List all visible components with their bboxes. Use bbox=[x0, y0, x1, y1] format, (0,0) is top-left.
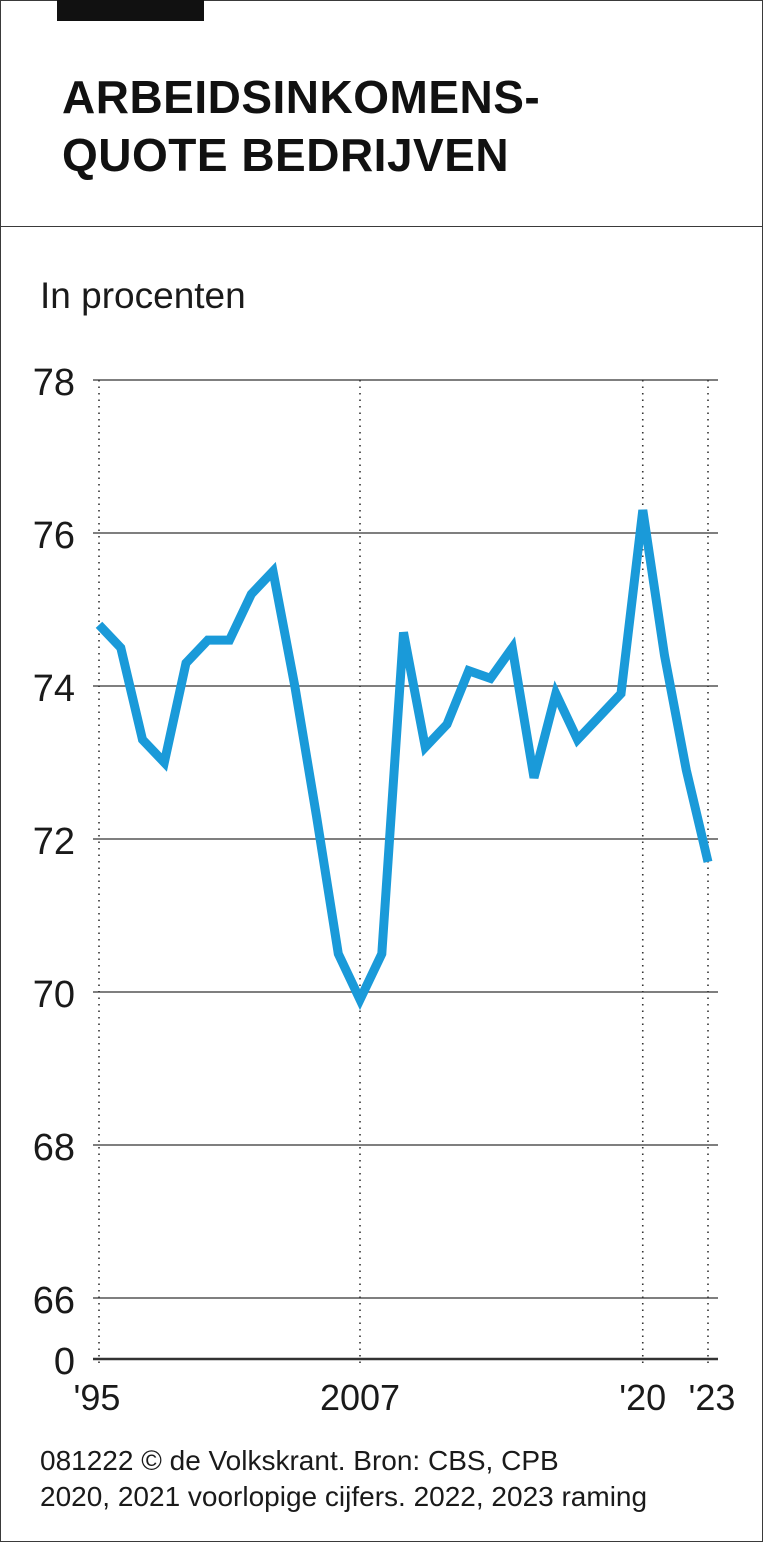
title-line-1: ARBEIDSINKOMENS- bbox=[62, 71, 541, 123]
y-tick-label: 76 bbox=[33, 515, 75, 557]
y-tick-label: 74 bbox=[33, 668, 75, 710]
chart-title: ARBEIDSINKOMENS- QUOTE BEDRIJVEN bbox=[62, 68, 540, 184]
source-credit: 081222 © de Volkskrant. Bron: CBS, CPB bbox=[40, 1445, 559, 1476]
y-tick-label: 66 bbox=[33, 1280, 75, 1322]
y-axis-unit-label: In procenten bbox=[40, 275, 246, 316]
y-tick-label: 72 bbox=[33, 821, 75, 863]
series-line-0 bbox=[95, 509, 713, 1011]
brand-bar bbox=[57, 0, 204, 21]
y-tick-label: 70 bbox=[33, 974, 75, 1016]
data-note: 2020, 2021 voorlopige cijfers. 2022, 202… bbox=[40, 1481, 648, 1512]
y-tick-label: 68 bbox=[33, 1127, 75, 1169]
y-tick-label: 78 bbox=[33, 362, 75, 404]
y-tick-label: 0 bbox=[54, 1341, 75, 1383]
x-tick-label: 2007 bbox=[320, 1377, 400, 1418]
x-tick-label: '95 bbox=[74, 1377, 121, 1418]
header-divider bbox=[0, 226, 763, 227]
x-tick-label: '23 bbox=[689, 1377, 736, 1418]
chart-footer: 081222 © de Volkskrant. Bron: CBS, CPB 2… bbox=[40, 1443, 647, 1515]
x-tick-label: '20 bbox=[619, 1377, 666, 1418]
title-line-2: QUOTE BEDRIJVEN bbox=[62, 129, 510, 181]
